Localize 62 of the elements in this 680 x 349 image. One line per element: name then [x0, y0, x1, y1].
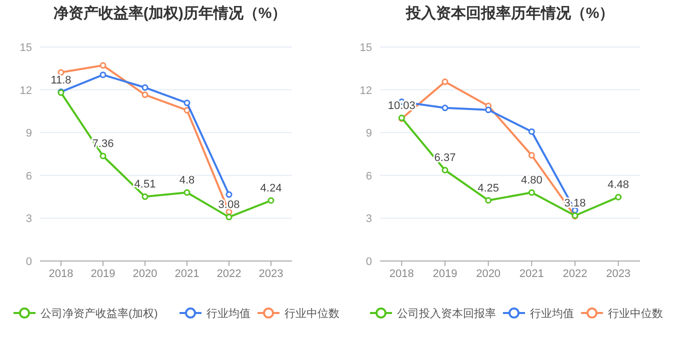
x-tick-label: 2023	[258, 268, 284, 280]
point	[184, 189, 190, 196]
point	[142, 92, 148, 98]
point	[528, 189, 535, 196]
data-label: 4.8	[179, 174, 195, 187]
point	[184, 100, 190, 106]
y-tick-label: 15	[20, 42, 32, 54]
x-tick-label: 2020	[476, 268, 501, 280]
point	[58, 69, 64, 76]
y-tick-label: 12	[360, 84, 372, 97]
point	[485, 197, 492, 204]
data-label: 10.03	[388, 100, 416, 112]
point	[226, 191, 232, 198]
x-tick-label: 2019	[432, 268, 458, 280]
point	[100, 72, 106, 78]
point	[226, 214, 232, 220]
y-tick-label: 6	[366, 170, 372, 182]
x-tick-label: 2021	[519, 268, 544, 280]
data-label: 4.25	[478, 182, 500, 194]
legend-label: 行业均值	[530, 307, 574, 320]
legend-label: 公司投入资本回报率	[397, 307, 496, 320]
data-label: 4.48	[608, 179, 630, 192]
y-tick-label: 0	[366, 256, 372, 268]
y-tick-label: 3	[26, 213, 32, 226]
x-tick-label: 2021	[174, 268, 200, 280]
point	[485, 106, 492, 114]
point	[528, 128, 535, 135]
x-tick-label: 2019	[90, 268, 116, 280]
point	[442, 166, 448, 174]
point	[528, 152, 535, 159]
x-tick-label: 2022	[562, 268, 588, 280]
legend-label: 行业中位数	[608, 307, 663, 320]
y-tick-label: 12	[20, 84, 32, 97]
point	[100, 152, 106, 160]
data-label: 4.51	[134, 178, 156, 191]
x-tick-label: 2018	[389, 268, 414, 280]
y-tick-label: 3	[366, 213, 372, 226]
point	[142, 193, 148, 200]
x-tick-label: 2022	[216, 268, 242, 280]
y-tick-label: 9	[26, 128, 32, 140]
data-label: 4.24	[260, 182, 282, 195]
point	[184, 106, 190, 114]
y-tick-label: 9	[366, 128, 372, 140]
y-tick-label: 0	[26, 256, 32, 268]
x-tick-label: 2023	[606, 268, 631, 280]
point	[442, 104, 448, 112]
y-tick-label: 15	[360, 42, 372, 54]
point	[615, 194, 622, 200]
data-label: 11.8	[50, 74, 72, 87]
point	[100, 62, 106, 69]
chart-title: 净资产收益率(加权)历年情况（%）	[53, 4, 287, 22]
legend-label: 行业均值	[206, 307, 250, 320]
x-tick-label: 2020	[132, 268, 158, 280]
point	[268, 197, 274, 204]
data-label: 4.80	[520, 174, 542, 187]
chart-title: 投入资本回报率历年情况（%）	[404, 4, 614, 22]
legend-label: 公司净资产收益率(加权)	[40, 307, 158, 320]
y-tick-label: 6	[26, 170, 32, 182]
x-tick-label: 2018	[48, 268, 74, 280]
point	[442, 78, 448, 86]
point	[142, 84, 148, 91]
legend-label: 行业中位数	[284, 307, 340, 320]
